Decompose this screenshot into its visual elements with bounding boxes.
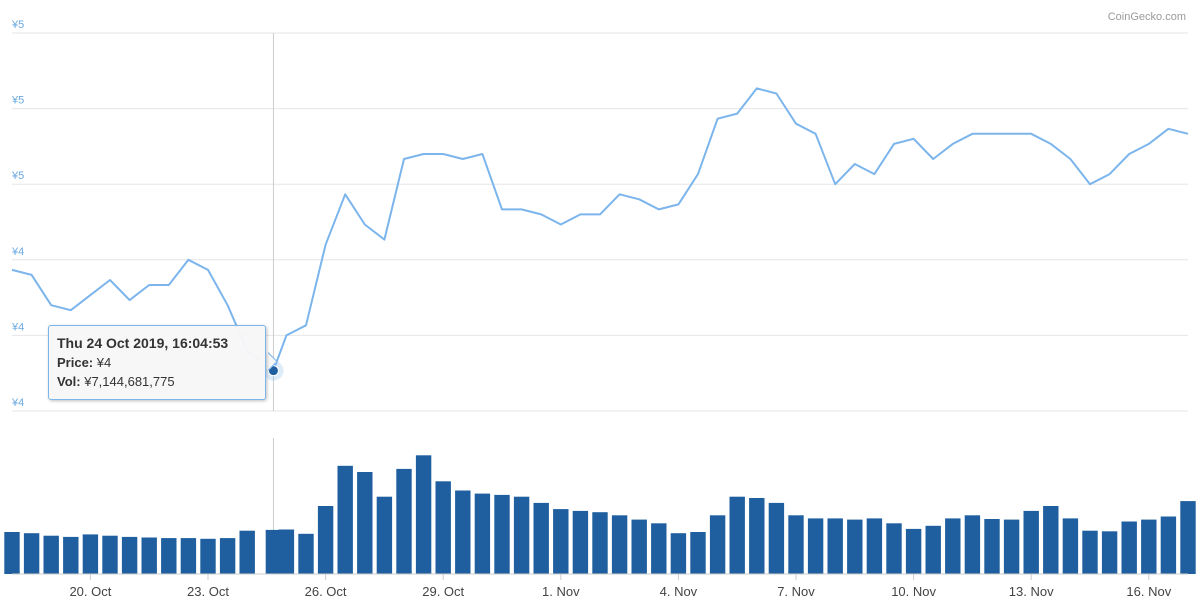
volume-bar[interactable]	[709, 515, 726, 574]
volume-bar[interactable]	[43, 535, 59, 574]
volume-bar[interactable]	[219, 538, 236, 574]
hover-marker-layer	[263, 360, 284, 381]
volume-bar[interactable]	[1101, 531, 1118, 574]
volume-bar[interactable]	[1121, 521, 1137, 575]
volume-bar[interactable]	[180, 538, 197, 574]
price-tick-label: ¥5	[11, 19, 24, 31]
volume-bar[interactable]	[866, 518, 883, 574]
date-tick-label: 10. Nov	[891, 584, 936, 599]
volume-bar[interactable]	[925, 525, 941, 574]
volume-bar[interactable]	[905, 528, 922, 574]
volume-bar[interactable]	[690, 532, 706, 574]
volume-bar[interactable]	[278, 529, 295, 575]
tooltip-vol-row: Vol: ¥7,144,681,775	[57, 372, 257, 391]
volume-bar[interactable]	[1043, 506, 1059, 574]
volume-bar[interactable]	[788, 515, 804, 574]
volume-bar[interactable]	[474, 493, 491, 574]
volume-bar[interactable]	[435, 481, 451, 574]
volume-bar[interactable]	[161, 538, 177, 574]
volume-bar[interactable]	[807, 518, 824, 574]
volume-bar[interactable]	[337, 465, 353, 574]
date-tick-label: 20. Oct	[69, 584, 111, 599]
volume-bar[interactable]	[357, 472, 373, 574]
volume-bar[interactable]	[1082, 530, 1098, 574]
date-tick-label: 1. Nov	[542, 584, 580, 599]
date-tick-label: 26. Oct	[305, 584, 347, 599]
volume-bar[interactable]	[455, 490, 471, 575]
volume-bar[interactable]	[265, 529, 282, 574]
tooltip-vol-label: Vol:	[57, 374, 81, 389]
volume-bar[interactable]	[63, 536, 79, 574]
date-tick-label: 13. Nov	[1009, 584, 1054, 599]
volume-bar[interactable]	[533, 502, 549, 574]
volume-bar[interactable]	[494, 494, 510, 574]
volume-bar[interactable]	[82, 534, 99, 574]
credit-label[interactable]: CoinGecko.com	[1108, 11, 1186, 23]
volume-series	[4, 455, 1196, 575]
date-tick-label: 29. Oct	[422, 584, 464, 599]
volume-bar[interactable]	[749, 498, 765, 574]
volume-bar[interactable]	[298, 533, 314, 574]
volume-bar[interactable]	[1062, 518, 1079, 574]
volume-bar[interactable]	[827, 518, 843, 574]
price-series	[11, 87, 1189, 372]
price-axis-ticks: ¥5 ¥5 ¥5 ¥4 ¥4 ¥4	[11, 19, 24, 409]
volume-bar[interactable]	[1141, 519, 1157, 574]
tooltip-vol-value: ¥7,144,681,775	[84, 374, 175, 389]
volume-bar[interactable]	[592, 512, 608, 574]
price-tick-label: ¥4	[11, 397, 24, 409]
volume-bar[interactable]	[141, 537, 157, 575]
volume-bar[interactable]	[651, 523, 667, 574]
volume-bar[interactable]	[121, 536, 138, 574]
volume-bar[interactable]	[376, 496, 393, 574]
volume-bar[interactable]	[984, 519, 1000, 574]
date-tick-label: 23. Oct	[187, 584, 229, 599]
price-tick-label: ¥4	[11, 246, 24, 258]
tooltip-price-value: ¥4	[96, 355, 112, 370]
volume-bar[interactable]	[572, 510, 589, 574]
price-tick-label: ¥4	[11, 321, 24, 333]
volume-bar[interactable]	[513, 496, 530, 574]
volume-bar[interactable]	[1003, 519, 1020, 574]
volume-bar[interactable]	[1160, 516, 1177, 575]
volume-bar[interactable]	[631, 519, 647, 574]
tooltip-price-label: Price:	[57, 355, 94, 370]
price-tooltip: Thu 24 Oct 2019, 16:04:53 Price: ¥4 Vol:…	[48, 325, 266, 400]
volume-bar[interactable]	[317, 506, 334, 574]
volume-bar[interactable]	[670, 533, 687, 574]
volume-bar[interactable]	[1180, 501, 1196, 574]
volume-bar[interactable]	[886, 523, 902, 574]
volume-bar[interactable]	[729, 496, 745, 574]
volume-bar[interactable]	[396, 468, 412, 574]
volume-bar[interactable]	[768, 502, 785, 574]
volume-bar[interactable]	[1023, 510, 1039, 574]
volume-bar[interactable]	[964, 515, 981, 574]
volume-bar[interactable]	[200, 538, 216, 574]
volume-bar[interactable]	[847, 519, 863, 574]
volume-bar[interactable]	[611, 515, 628, 574]
date-tick-label: 16. Nov	[1126, 584, 1171, 599]
volume-bar[interactable]	[553, 509, 569, 574]
tooltip-price-row: Price: ¥4	[57, 353, 257, 372]
volume-bar[interactable]	[415, 455, 432, 574]
volume-bar[interactable]	[23, 533, 40, 574]
price-tick-label: ¥5	[11, 95, 24, 107]
volume-bar[interactable]	[4, 532, 20, 574]
volume-bar[interactable]	[945, 518, 961, 574]
price-tick-label: ¥5	[11, 170, 24, 182]
date-axis-ticks: 20. Oct 23. Oct 26. Oct 29. Oct 1. Nov 4. Nov…	[12, 573, 1188, 599]
volume-bar[interactable]	[239, 530, 255, 574]
price-line[interactable]	[11, 87, 1189, 372]
tooltip-title: Thu 24 Oct 2019, 16:04:53	[57, 335, 229, 351]
date-tick-label: 7. Nov	[777, 584, 815, 599]
date-tick-label: 4. Nov	[660, 584, 698, 599]
volume-bar[interactable]	[102, 535, 118, 574]
